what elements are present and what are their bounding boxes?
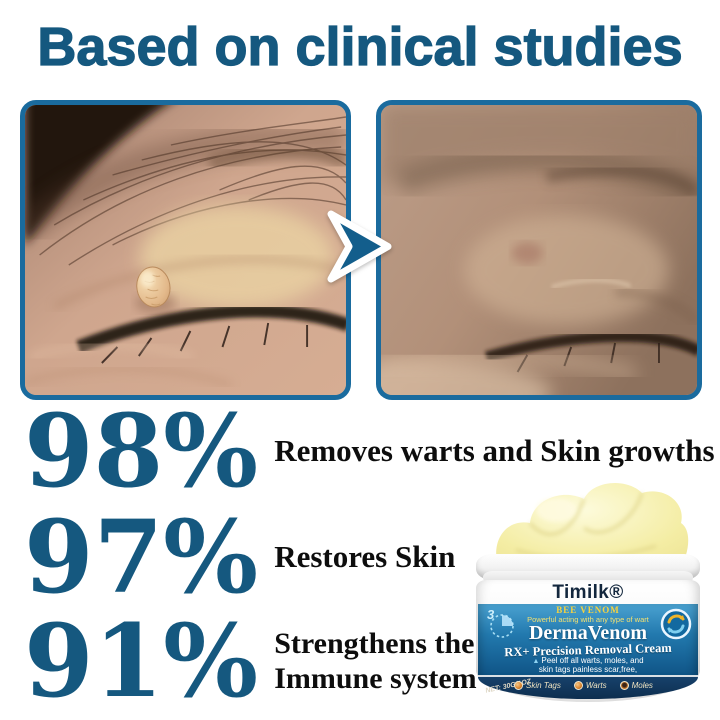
before-photo (20, 100, 351, 400)
brand-name: Timilk® (552, 582, 624, 603)
stat-description: Removes warts and Skin growths (274, 432, 715, 468)
stat-row: 91% Strengthens the Immune system (24, 602, 526, 720)
before-photo-image (25, 105, 346, 395)
stat-description: Strengthens the Immune system (274, 626, 477, 695)
stat-percentage: 91% (24, 602, 259, 720)
bullet-line: ▲ Peel off all warts, moles, and (532, 656, 644, 665)
clock-icon: 3 (487, 607, 514, 638)
after-photo (376, 100, 702, 400)
stat-percentage: 98% (24, 392, 259, 510)
refresh-cycle-icon (660, 608, 692, 640)
page-title: Based on clinical studies (37, 16, 684, 77)
after-photo-image (381, 105, 697, 395)
mole-dot-icon (619, 681, 629, 690)
label-bottom-strip: NET: 30G/1OZ Skin Tags Warts Moles (478, 675, 698, 699)
product-label: 3 BEE VENOM Powerful acting with any typ… (478, 604, 698, 683)
wart-dot-icon (573, 681, 583, 690)
product-tagline: Powerful acting with any type of wart (527, 615, 649, 624)
product-name: DermaVenom (528, 622, 648, 644)
stat-row: 97% Restores Skin (24, 498, 456, 616)
triangle-bullet-icon: ▲ (532, 658, 540, 665)
stat-percentage: 97% (24, 498, 259, 616)
product-jar: Timilk® 3 BEE VENOM Powerful acting with… (474, 480, 702, 712)
before-after-arrow-icon (327, 210, 392, 283)
svg-text:3: 3 (487, 607, 495, 622)
badge-moles: Moles (619, 681, 653, 690)
badge-skin-tags: Skin Tags (514, 681, 561, 690)
bullet-line: skin tags painless scar,free, (538, 664, 638, 674)
treatment-badges: Skin Tags Warts Moles (514, 681, 653, 690)
stat-description: Restores Skin (274, 538, 456, 574)
wart-spot (136, 266, 171, 308)
stat-row: 98% Removes warts and Skin growths (24, 392, 715, 510)
product-line: BEE VENOM (556, 605, 620, 615)
skin-tag-dot-icon (514, 681, 523, 690)
badge-warts: Warts (573, 681, 607, 690)
